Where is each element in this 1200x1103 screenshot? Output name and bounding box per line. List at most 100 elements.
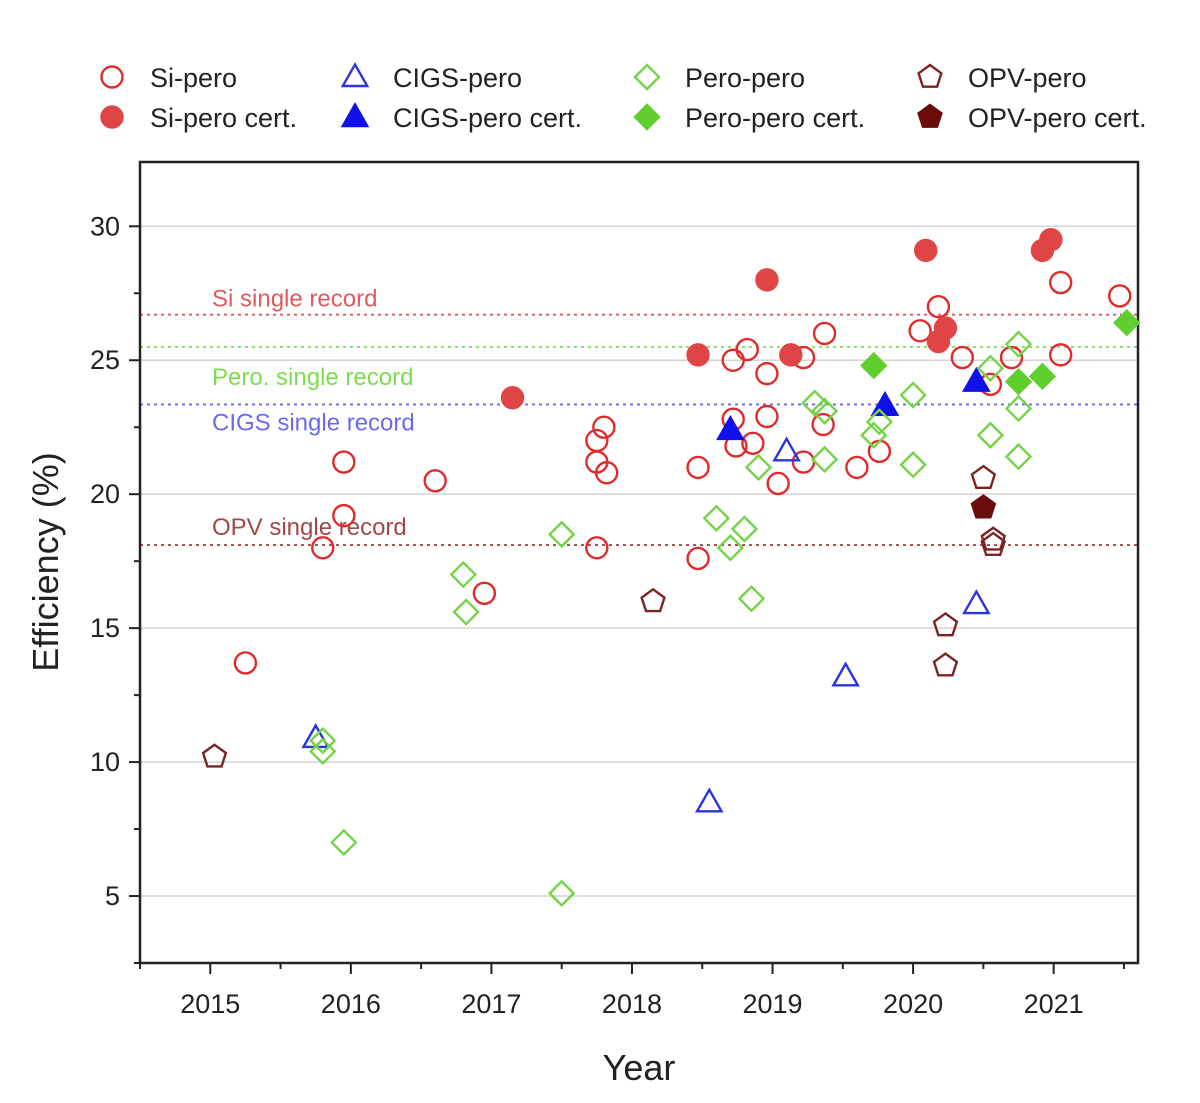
data-point <box>311 536 335 560</box>
data-point <box>976 354 1005 382</box>
data-point <box>201 743 228 768</box>
data-point <box>741 431 765 455</box>
y-tick-label: 20 <box>90 479 120 509</box>
x-tick-label: 2016 <box>321 989 381 1019</box>
data-point <box>812 321 837 346</box>
x-tick-label: 2018 <box>602 989 662 1019</box>
legend-cigs-pero: CIGS-pero <box>340 62 522 93</box>
x-tick-label: 2021 <box>1024 989 1084 1019</box>
data-point <box>1113 309 1141 337</box>
y-axis-title: Efficiency (%) <box>25 452 66 671</box>
series-opv-pero <box>201 464 1007 768</box>
data-point <box>950 345 974 370</box>
data-point <box>694 787 724 813</box>
legend-cigs-pero-marker <box>340 62 370 88</box>
cigs-single-record-label: CIGS single record <box>212 409 415 436</box>
data-point <box>423 469 447 493</box>
x-tick-label: 2019 <box>742 989 802 1019</box>
data-point <box>865 408 894 436</box>
data-point <box>592 415 616 439</box>
data-point <box>1048 270 1073 295</box>
data-point <box>547 879 576 908</box>
data-point <box>933 316 958 340</box>
legend-cigs-pero-cert-marker <box>340 102 370 128</box>
y-tick-label: 30 <box>90 211 120 241</box>
data-point <box>585 428 609 453</box>
data-point <box>744 453 773 482</box>
data-point <box>962 366 991 392</box>
data-point <box>908 319 932 343</box>
data-point <box>810 397 839 425</box>
data-point <box>860 351 888 380</box>
grid-lines <box>140 225 1138 897</box>
legend-pero-pero-cert-marker <box>633 103 661 131</box>
data-point <box>640 587 666 613</box>
legend-si-pero-cert-label: Si-pero cert. <box>150 103 297 133</box>
legend-pero-pero: Pero-pero <box>633 63 805 93</box>
data-point <box>755 268 779 292</box>
data-point <box>332 503 356 528</box>
data-point <box>547 520 576 549</box>
data-point <box>1108 284 1132 308</box>
legend-si-pero-cert: Si-pero cert. <box>100 103 297 133</box>
legend-si-pero: Si-pero <box>100 63 237 93</box>
y-tick-label: 10 <box>90 747 120 777</box>
plot-frame <box>138 160 1140 965</box>
data-point <box>1004 367 1033 396</box>
si-single-record-label: Si single record <box>212 286 377 313</box>
reference-lines: Si single record Pero. single record CIGS … <box>140 286 1138 546</box>
data-point <box>449 560 477 589</box>
data-point <box>831 661 860 687</box>
legend-cigs-pero-cert-label: CIGS-pero cert. <box>393 103 582 133</box>
data-point <box>452 598 480 626</box>
data-point <box>716 414 745 441</box>
legend-si-pero-label: Si-pero <box>150 63 237 93</box>
y-tick-label: 15 <box>90 613 120 643</box>
data-point <box>932 652 959 677</box>
data-point <box>686 343 710 367</box>
data-point <box>1004 330 1033 358</box>
pero-single-record-label: Pero. single record <box>212 364 413 391</box>
y-tick-label: 5 <box>105 881 120 911</box>
opv-single-record-label: OPV single record <box>212 514 407 541</box>
legend-cigs-pero-cert: CIGS-pero cert. <box>340 102 582 133</box>
data-point <box>932 611 959 637</box>
data-point <box>766 471 790 496</box>
data-point <box>585 536 609 560</box>
data-point <box>962 589 991 615</box>
data-point <box>899 451 927 479</box>
data-point <box>716 534 745 562</box>
data-point <box>970 464 997 490</box>
legend-pero-pero-cert: Pero-pero cert. <box>633 103 865 133</box>
data-points <box>201 227 1141 908</box>
series-pero-pero-cert <box>860 309 1141 396</box>
data-point <box>1028 362 1057 391</box>
data-point <box>970 494 997 519</box>
series-pero-pero <box>309 330 1033 908</box>
data-point <box>914 238 938 263</box>
data-point <box>500 386 525 410</box>
data-point <box>330 828 358 857</box>
x-axis-title: Year <box>603 1047 676 1088</box>
series-si-pero <box>233 270 1132 675</box>
data-point <box>999 345 1024 370</box>
y-tick-label: 25 <box>90 345 120 375</box>
data-point <box>737 584 766 613</box>
data-point <box>926 294 951 319</box>
x-axis: 2015 2016 2017 2018 2019 2020 2021 <box>139 963 1125 1019</box>
data-point <box>755 404 779 429</box>
data-point <box>1039 227 1063 252</box>
legend-opv-pero-cert: OPV-pero cert. <box>917 103 1147 133</box>
data-point <box>1048 343 1073 367</box>
data-point <box>332 450 356 474</box>
x-tick-label: 2015 <box>180 989 240 1019</box>
legend-pero-pero-cert-label: Pero-pero cert. <box>685 103 865 133</box>
legend-pero-pero-marker <box>633 63 661 91</box>
data-point <box>810 445 839 474</box>
data-point <box>702 504 731 532</box>
data-point <box>1004 442 1033 471</box>
legend-opv-pero-cert-label: OPV-pero cert. <box>968 103 1147 133</box>
data-point <box>755 361 779 386</box>
